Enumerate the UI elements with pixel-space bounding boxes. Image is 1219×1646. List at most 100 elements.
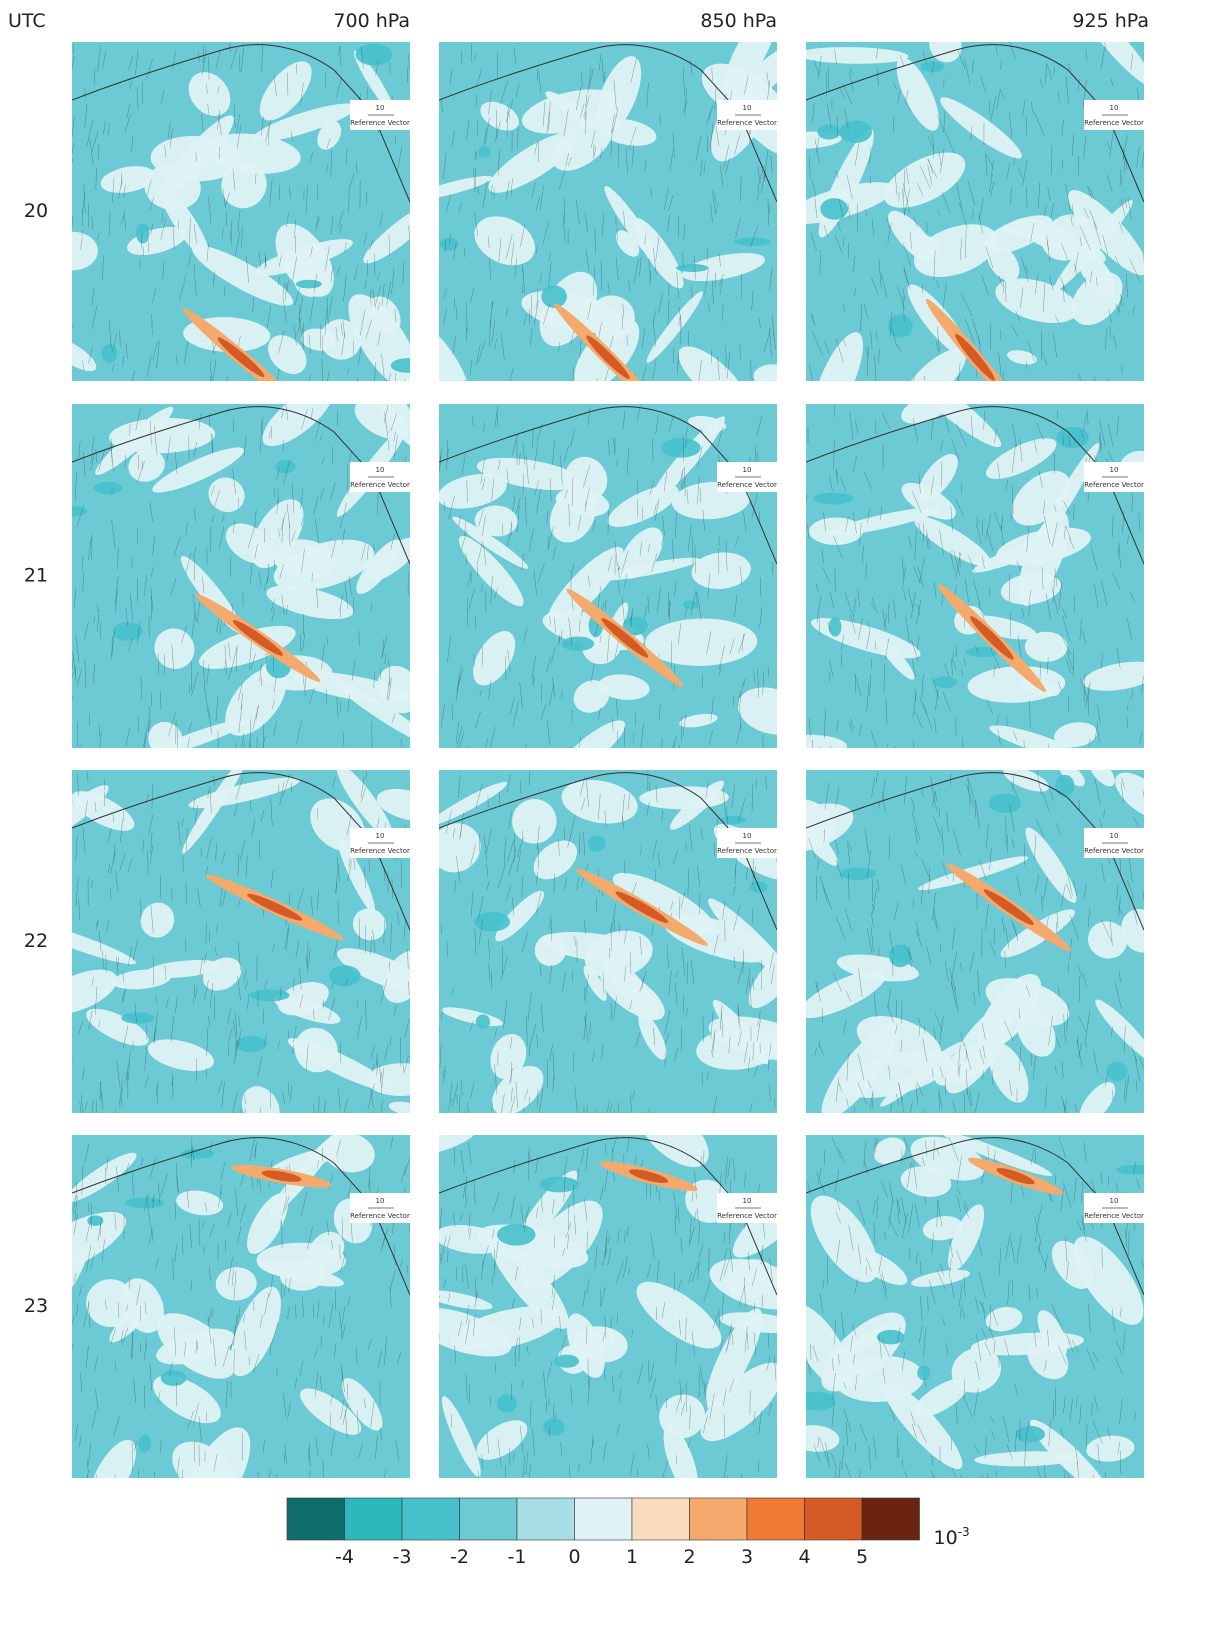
- dark-patch: [543, 1418, 565, 1436]
- light-patch: [678, 346, 746, 381]
- light-patch: [247, 1193, 289, 1254]
- light-patch: [72, 231, 98, 271]
- light-patch: [1083, 661, 1144, 691]
- panel-content: 10 Reference Vector: [439, 1135, 777, 1478]
- light-patch: [1016, 1007, 1056, 1057]
- dark-patch: [235, 1035, 267, 1053]
- light-patch: [377, 665, 410, 714]
- light-patch: [1095, 999, 1144, 1063]
- light-patch: [364, 537, 410, 582]
- light-patch: [951, 1347, 1002, 1393]
- light-patch: [128, 449, 165, 482]
- light-patch: [638, 1012, 667, 1060]
- light-patch: [533, 840, 578, 880]
- dark-patch: [817, 124, 840, 140]
- light-patch: [221, 161, 267, 209]
- light-patch: [294, 1027, 338, 1073]
- dark-patch: [1116, 1164, 1144, 1175]
- light-patch: [1025, 827, 1077, 903]
- colorbar-cell: [459, 1497, 518, 1541]
- panel-background: [806, 1135, 1144, 1478]
- dark-patch: [676, 263, 709, 272]
- light-patch: [188, 72, 231, 116]
- light-patch: [452, 516, 529, 569]
- light-patch: [561, 720, 626, 748]
- border-line: [439, 1137, 777, 1296]
- light-patch: [388, 1101, 410, 1113]
- dark-patch: [112, 622, 143, 641]
- border-line: [806, 1137, 1144, 1296]
- feature-core: [261, 1170, 302, 1182]
- light-patch: [583, 965, 607, 1001]
- panel-content: 10 Reference Vector: [72, 770, 410, 1113]
- light-patch: [646, 291, 703, 363]
- light-patch: [147, 1039, 214, 1071]
- colorbar-tick: 0: [568, 1546, 580, 1568]
- light-patch: [259, 61, 312, 121]
- light-patch: [474, 505, 518, 537]
- light-patch: [208, 477, 245, 513]
- light-patch: [725, 1259, 777, 1300]
- light-patch: [521, 89, 622, 134]
- light-patch: [806, 1425, 840, 1452]
- dark-patch: [477, 146, 491, 158]
- light-patch: [363, 203, 410, 264]
- light-patch: [492, 1065, 544, 1113]
- feature-core: [217, 337, 265, 378]
- light-patch: [659, 1394, 706, 1439]
- dark-patch: [121, 1012, 155, 1024]
- light-patch: [495, 890, 545, 942]
- light-patch: [490, 1034, 527, 1080]
- light-patch: [376, 788, 410, 821]
- light-patch: [277, 982, 329, 1016]
- light-patch: [439, 781, 508, 826]
- colorbar-cell: [344, 1497, 403, 1541]
- feature-core: [615, 891, 669, 923]
- dark-patch: [828, 617, 842, 637]
- light-patch: [901, 404, 952, 424]
- dark-patch: [439, 238, 459, 251]
- border-line: [72, 1137, 410, 1296]
- light-patch: [615, 230, 640, 257]
- dark-patch: [820, 198, 849, 220]
- dark-patch: [160, 1370, 187, 1386]
- streamlines: [72, 404, 409, 748]
- border-line: [806, 44, 1144, 203]
- light-patch: [1027, 1338, 1069, 1380]
- light-patch: [1089, 770, 1115, 787]
- corner-label: UTC: [8, 10, 46, 32]
- light-patch: [72, 337, 97, 372]
- light-patch: [323, 1135, 375, 1173]
- light-patch: [1030, 1419, 1109, 1478]
- light-patch: [753, 364, 777, 381]
- light-patch: [722, 42, 777, 99]
- light-patch: [986, 438, 1057, 480]
- light-patch: [1054, 722, 1098, 748]
- reference-label: Reference Vector: [1084, 847, 1144, 855]
- dark-patch: [876, 1329, 905, 1345]
- colorbar-tick: 1: [626, 1546, 638, 1568]
- light-patch: [439, 1135, 480, 1156]
- light-patch: [882, 1380, 963, 1470]
- light-patch: [150, 135, 241, 182]
- light-patch: [273, 539, 337, 579]
- border-line: [72, 44, 410, 203]
- light-patch: [86, 1008, 149, 1046]
- light-patch: [439, 823, 481, 873]
- dark-patch: [355, 43, 393, 66]
- light-patch: [512, 798, 557, 844]
- light-patch: [267, 1147, 342, 1176]
- dark-patch: [888, 944, 912, 968]
- light-patch: [896, 57, 939, 131]
- light-patch: [336, 770, 394, 840]
- dark-patch: [180, 1148, 214, 1159]
- light-patch: [813, 332, 863, 381]
- dark-patch: [683, 600, 697, 610]
- column-label: 850 hPa: [700, 10, 777, 32]
- light-patch: [338, 838, 376, 913]
- light-patch: [900, 1166, 952, 1197]
- dark-patch: [813, 492, 854, 505]
- reference-value: 10: [376, 466, 385, 474]
- light-patch: [908, 404, 1002, 448]
- light-patch: [86, 1279, 136, 1328]
